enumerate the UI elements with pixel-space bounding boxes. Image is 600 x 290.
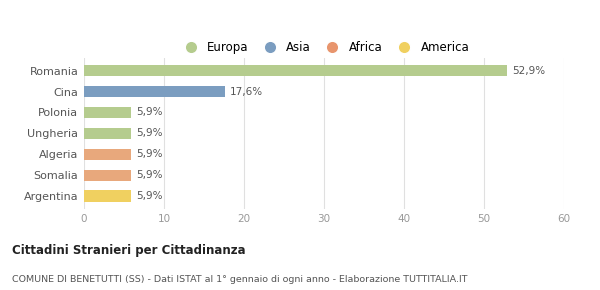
Bar — [84, 169, 131, 181]
Text: 5,9%: 5,9% — [136, 128, 163, 138]
Text: COMUNE DI BENETUTTI (SS) - Dati ISTAT al 1° gennaio di ogni anno - Elaborazione : COMUNE DI BENETUTTI (SS) - Dati ISTAT al… — [12, 275, 467, 284]
Text: Cittadini Stranieri per Cittadinanza: Cittadini Stranieri per Cittadinanza — [12, 244, 245, 257]
Bar — [84, 86, 225, 97]
Text: 17,6%: 17,6% — [230, 86, 263, 97]
Text: 52,9%: 52,9% — [512, 66, 545, 76]
Text: 5,9%: 5,9% — [136, 108, 163, 117]
Bar — [84, 65, 507, 76]
Bar — [84, 128, 131, 139]
Text: 5,9%: 5,9% — [136, 170, 163, 180]
Bar — [84, 191, 131, 202]
Text: 5,9%: 5,9% — [136, 149, 163, 159]
Legend: Europa, Asia, Africa, America: Europa, Asia, Africa, America — [174, 37, 474, 59]
Text: 5,9%: 5,9% — [136, 191, 163, 201]
Bar — [84, 107, 131, 118]
Bar — [84, 148, 131, 160]
